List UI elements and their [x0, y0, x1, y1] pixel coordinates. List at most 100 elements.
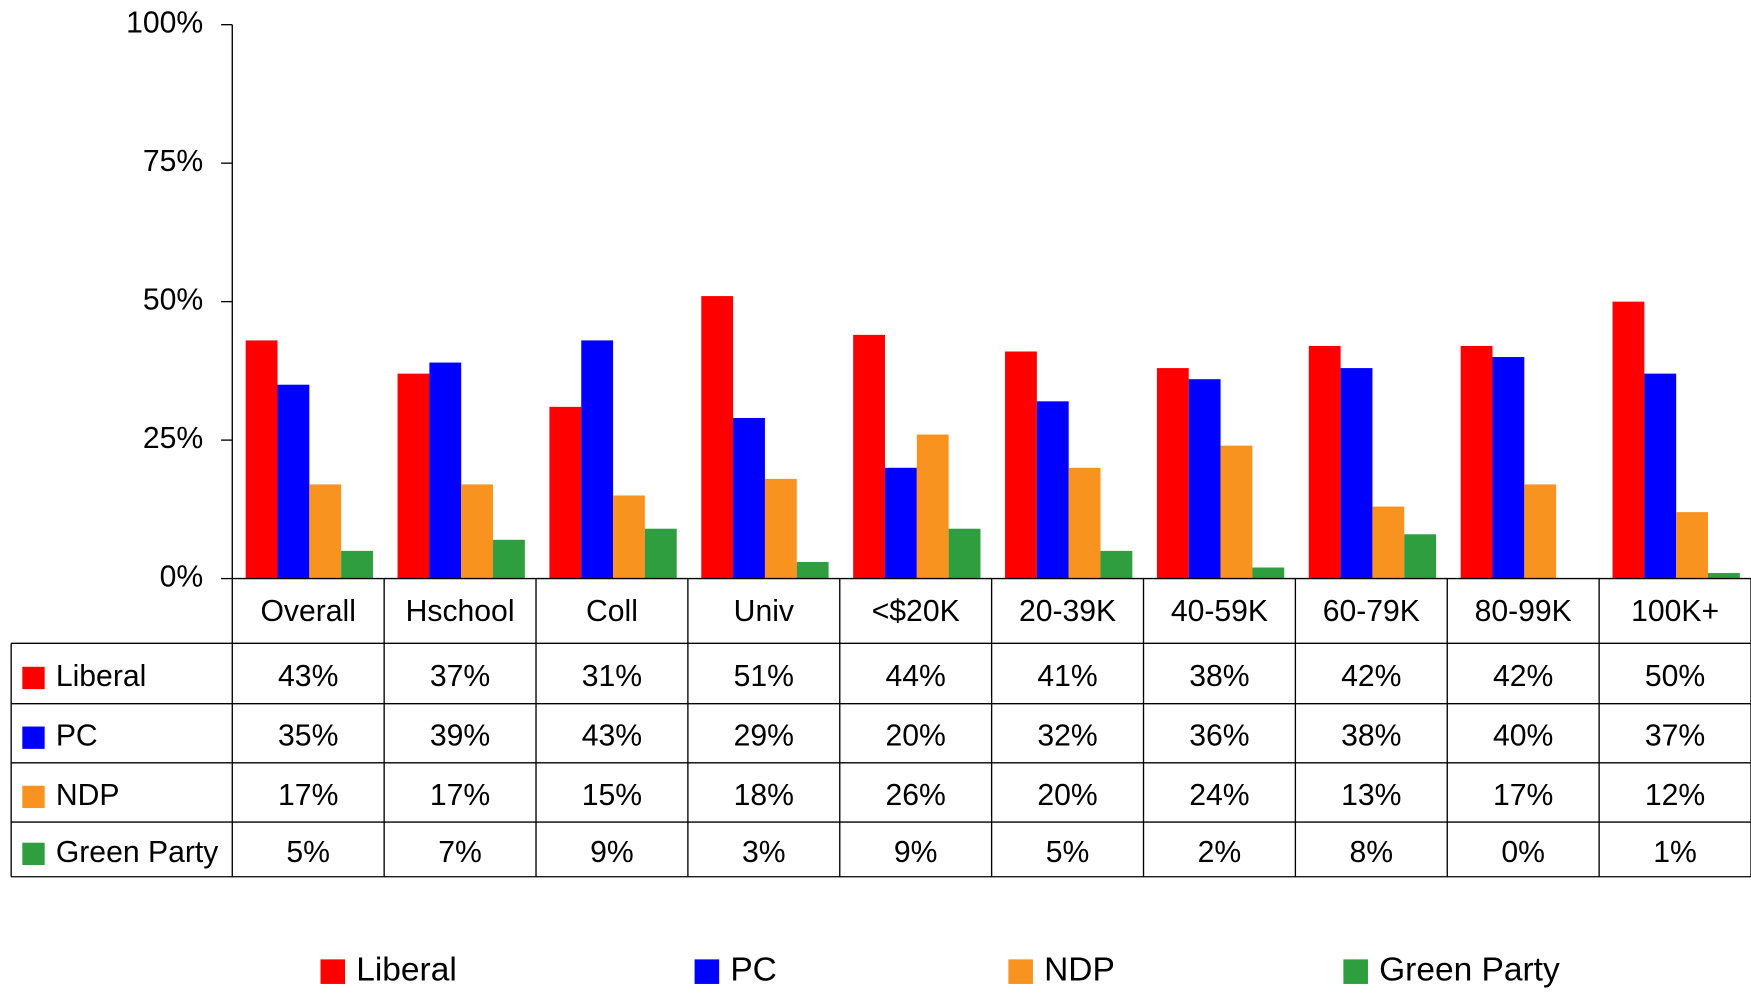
legend-swatch	[22, 666, 45, 690]
x-tick-label: 20-39K	[1019, 595, 1116, 628]
bar	[733, 417, 765, 579]
x-tick-label: 100K+	[1631, 595, 1719, 628]
bar	[1404, 534, 1437, 579]
y-tick-label: 25%	[143, 422, 203, 455]
bar	[1252, 567, 1285, 579]
bar	[1308, 345, 1341, 579]
bar	[1188, 379, 1221, 579]
x-tick-label: Coll	[586, 595, 638, 628]
table-cell: 8%	[1350, 836, 1394, 869]
table-cell: 17%	[1493, 779, 1553, 812]
bar	[1068, 467, 1101, 579]
table-cell: 17%	[430, 779, 490, 812]
table-cell: 41%	[1037, 660, 1097, 693]
table-cell: 39%	[430, 720, 490, 753]
y-tick-label: 50%	[143, 284, 203, 317]
table-cell: 31%	[582, 660, 642, 693]
table-cell: 15%	[582, 779, 642, 812]
bar	[341, 550, 373, 579]
table-cell: 42%	[1341, 660, 1401, 693]
bar	[1005, 351, 1037, 579]
bar	[429, 362, 462, 579]
bar	[1460, 345, 1493, 579]
legend-label: PC	[730, 952, 777, 989]
bar	[1524, 484, 1557, 579]
table-cell: 43%	[278, 660, 338, 693]
bar	[1708, 573, 1740, 579]
table-cell: 40%	[1493, 720, 1553, 753]
table-cell: 18%	[734, 779, 794, 812]
y-tick-label: 75%	[143, 145, 203, 178]
bar	[1492, 357, 1525, 579]
bar	[1612, 301, 1645, 579]
legend-swatch	[320, 959, 346, 984]
row-label: Liberal	[56, 660, 146, 693]
bar	[1340, 368, 1373, 579]
table-cell: 51%	[734, 660, 794, 693]
x-tick-label: Hschool	[406, 595, 515, 628]
bar	[461, 484, 494, 579]
table-cell: 1%	[1653, 836, 1697, 869]
bar	[764, 478, 797, 579]
bar	[549, 406, 582, 579]
table-cell: 32%	[1037, 720, 1097, 753]
bar	[493, 539, 525, 579]
bar	[1372, 506, 1405, 579]
table-cell: 37%	[1645, 720, 1705, 753]
table-cell: 20%	[1037, 779, 1097, 812]
table-cell: 7%	[438, 836, 482, 869]
bar	[1036, 401, 1069, 579]
table-cell: 17%	[278, 779, 338, 812]
bar	[613, 495, 645, 579]
legend-swatch	[22, 726, 45, 749]
x-tick-label: Overall	[260, 595, 355, 628]
x-tick-label: 60-79K	[1323, 595, 1420, 628]
bar	[701, 296, 734, 579]
table-cell: 26%	[886, 779, 946, 812]
table-cell: 37%	[430, 660, 490, 693]
bar	[1156, 368, 1189, 579]
bar	[277, 384, 310, 579]
x-tick-label: Univ	[734, 595, 794, 628]
table-cell: 38%	[1189, 660, 1249, 693]
legend-swatch	[1008, 959, 1033, 984]
bar	[916, 434, 949, 579]
legend-label: Green Party	[1379, 952, 1560, 989]
table-cell: 0%	[1501, 836, 1545, 869]
row-label: NDP	[56, 779, 120, 812]
legend-swatch	[22, 842, 45, 866]
x-tick-label: 80-99K	[1475, 595, 1572, 628]
x-tick-label: 40-59K	[1171, 595, 1268, 628]
bar	[644, 528, 677, 579]
table-cell: 50%	[1645, 660, 1705, 693]
table-cell: 43%	[582, 720, 642, 753]
bar	[884, 467, 917, 579]
legend-label: Liberal	[356, 952, 457, 989]
bar	[581, 340, 614, 579]
table-cell: 44%	[886, 660, 946, 693]
legend-swatch	[1343, 959, 1368, 984]
bar	[948, 528, 981, 579]
table-cell: 13%	[1341, 779, 1401, 812]
bar	[309, 484, 342, 579]
bar	[796, 561, 829, 579]
bar	[853, 334, 885, 579]
table-cell: 35%	[278, 720, 338, 753]
table-cell: 9%	[590, 836, 634, 869]
bar	[1100, 550, 1133, 579]
bar	[1676, 512, 1709, 579]
legend-swatch	[22, 785, 45, 809]
table-cell: 9%	[894, 836, 938, 869]
table-cell: 42%	[1493, 660, 1553, 693]
bar	[397, 373, 430, 579]
table-cell: 5%	[286, 836, 330, 869]
bar	[1220, 445, 1253, 579]
legend-swatch	[694, 959, 720, 984]
table-cell: 5%	[1046, 836, 1090, 869]
row-label: Green Party	[56, 836, 219, 869]
x-tick-label: <$20K	[872, 595, 960, 628]
y-tick-label: 0%	[160, 561, 204, 594]
legend-label: NDP	[1044, 952, 1115, 989]
y-tick-label: 100%	[126, 7, 203, 40]
